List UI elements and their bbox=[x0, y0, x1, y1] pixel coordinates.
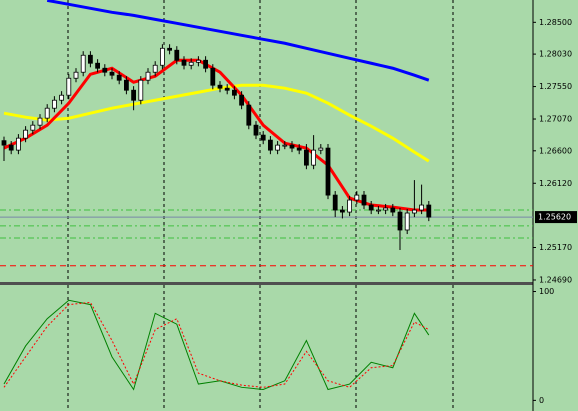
y-tick-label: 100 bbox=[539, 287, 554, 296]
candle-body bbox=[397, 211, 403, 231]
candle-body bbox=[318, 147, 324, 151]
current-price-box bbox=[535, 211, 577, 224]
candle-body bbox=[224, 87, 230, 91]
candle-body bbox=[88, 54, 93, 64]
y-tick-label: 1.24690 bbox=[539, 275, 572, 284]
candle-body bbox=[383, 207, 389, 211]
y-tick-label: 1.28500 bbox=[539, 18, 572, 27]
candle-body bbox=[239, 94, 245, 106]
y-tick-label: 1.26120 bbox=[539, 179, 572, 188]
candle-body bbox=[73, 71, 79, 79]
oscillator-line bbox=[3, 299, 430, 391]
candle-body bbox=[174, 49, 180, 61]
candle-body bbox=[411, 209, 417, 214]
oscillator-line bbox=[3, 301, 430, 388]
candle-body bbox=[152, 64, 158, 73]
candle-body bbox=[188, 61, 194, 66]
candle-body bbox=[231, 89, 237, 96]
candle-body bbox=[30, 124, 36, 131]
candle-body bbox=[52, 99, 57, 109]
candle-body bbox=[102, 67, 108, 73]
candle-body bbox=[339, 209, 345, 213]
y-tick-label: 0 bbox=[539, 396, 544, 405]
y-tick-label: 1.25170 bbox=[539, 243, 572, 252]
candle-body bbox=[303, 149, 309, 166]
candle-body bbox=[159, 47, 165, 66]
candle-body bbox=[59, 94, 64, 101]
candle-body bbox=[80, 54, 86, 73]
candle-body bbox=[296, 147, 302, 151]
candle-body bbox=[37, 117, 43, 126]
candle-body bbox=[66, 77, 72, 96]
candle-body bbox=[404, 212, 410, 231]
candle-body bbox=[267, 139, 273, 151]
candle-body bbox=[203, 59, 209, 69]
candle-body bbox=[325, 147, 331, 196]
candle-body bbox=[23, 129, 29, 139]
candle-body bbox=[145, 71, 151, 81]
current-price-label: 1.25620 bbox=[538, 213, 571, 222]
moving-average bbox=[46, 0, 430, 82]
candle-body bbox=[217, 84, 223, 89]
candle-body bbox=[1, 140, 7, 146]
candle-body bbox=[390, 207, 396, 213]
candle-body bbox=[131, 89, 137, 101]
candle-body bbox=[426, 204, 432, 218]
candle-body bbox=[8, 144, 14, 151]
time-separators bbox=[67, 0, 454, 411]
candle-body bbox=[332, 194, 338, 211]
candle-body bbox=[282, 144, 288, 147]
candle-body bbox=[260, 134, 266, 141]
candle-body bbox=[167, 47, 173, 51]
candle-body bbox=[275, 144, 281, 151]
candle-body bbox=[375, 209, 381, 212]
candle-body bbox=[419, 204, 425, 211]
y-tick-label: 1.27070 bbox=[539, 115, 572, 124]
y-tick-label: 1.27550 bbox=[539, 82, 572, 91]
y-tick-label: 1.28030 bbox=[539, 50, 572, 59]
candle-body bbox=[354, 194, 360, 201]
candle-body bbox=[195, 59, 201, 63]
candle-body bbox=[246, 104, 252, 126]
candle-body bbox=[311, 149, 317, 166]
panel-separator bbox=[0, 282, 533, 285]
candle-body bbox=[124, 79, 129, 91]
candle-body bbox=[109, 71, 115, 76]
candle-body bbox=[116, 74, 122, 81]
candle-body bbox=[289, 144, 295, 149]
candle-body bbox=[138, 79, 144, 101]
candle-body bbox=[368, 204, 374, 211]
candle-body bbox=[210, 67, 216, 86]
candle-body bbox=[15, 137, 21, 151]
y-tick-label: 1.26600 bbox=[539, 146, 572, 155]
candle-body bbox=[253, 124, 259, 136]
candle-body bbox=[347, 199, 353, 213]
candle-body bbox=[44, 107, 50, 119]
candle-body bbox=[361, 194, 367, 206]
candle-body bbox=[181, 59, 187, 66]
candle-body bbox=[95, 62, 100, 69]
